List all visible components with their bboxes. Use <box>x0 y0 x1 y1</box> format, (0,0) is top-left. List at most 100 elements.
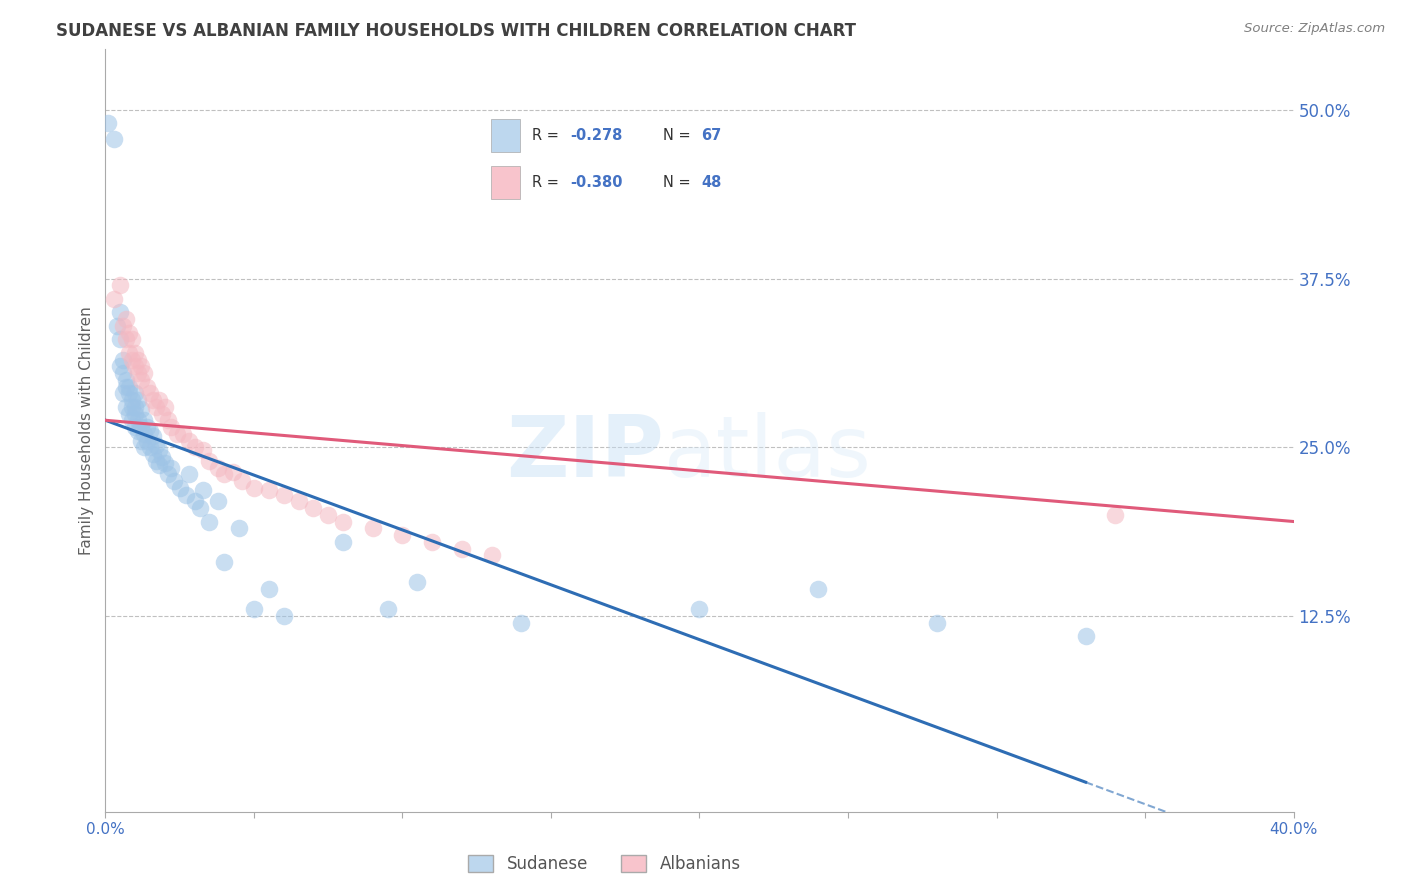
Point <box>124 407 146 421</box>
Text: atlas: atlas <box>664 412 872 495</box>
Point <box>198 515 221 529</box>
Text: Source: ZipAtlas.com: Source: ZipAtlas.com <box>1244 22 1385 36</box>
Point <box>118 379 141 393</box>
Point <box>156 413 179 427</box>
Point <box>139 440 162 454</box>
Point <box>129 402 152 417</box>
Point <box>332 534 354 549</box>
Point <box>103 132 125 146</box>
Point <box>129 420 152 434</box>
Point <box>124 359 146 374</box>
Point <box>145 437 167 451</box>
Point <box>214 555 236 569</box>
Point <box>118 407 141 421</box>
Point <box>166 426 188 441</box>
Point <box>169 481 191 495</box>
Point <box>124 400 146 414</box>
Point <box>148 442 170 457</box>
Point <box>127 413 149 427</box>
Point <box>302 501 325 516</box>
Point <box>115 312 138 326</box>
Point <box>174 487 197 501</box>
Point <box>127 366 149 380</box>
Point <box>110 359 132 374</box>
Point <box>97 116 120 130</box>
Point <box>132 413 155 427</box>
Point <box>193 483 215 498</box>
Point <box>420 534 443 549</box>
Point <box>121 392 143 407</box>
Point <box>127 352 149 367</box>
Point <box>115 373 138 387</box>
Point <box>156 467 179 482</box>
Point <box>110 332 132 346</box>
Point <box>136 420 159 434</box>
Point <box>1104 508 1126 522</box>
Point <box>406 575 429 590</box>
Point <box>198 454 221 468</box>
Point <box>139 386 162 401</box>
Point <box>110 305 132 319</box>
Point <box>115 332 138 346</box>
Point <box>112 318 135 333</box>
Point <box>112 366 135 380</box>
Point <box>124 345 146 359</box>
Point <box>105 318 128 333</box>
Point <box>145 400 167 414</box>
Point <box>153 400 176 414</box>
Point <box>124 420 146 434</box>
Point <box>139 424 162 438</box>
Point <box>132 426 155 441</box>
Point <box>121 400 143 414</box>
Point <box>121 352 143 367</box>
Point <box>273 487 295 501</box>
Point <box>142 429 165 443</box>
Point <box>287 494 309 508</box>
Point <box>148 392 170 407</box>
Point <box>115 400 138 414</box>
Text: ZIP: ZIP <box>506 412 664 495</box>
Point <box>243 481 266 495</box>
Point <box>243 602 266 616</box>
Point <box>214 467 236 482</box>
Point <box>689 602 711 616</box>
Point <box>129 359 152 374</box>
Point <box>145 454 167 468</box>
Point <box>136 379 159 393</box>
Point <box>159 420 181 434</box>
Point <box>207 460 229 475</box>
Point <box>190 501 212 516</box>
Y-axis label: Family Households with Children: Family Households with Children <box>79 306 94 555</box>
Point <box>1074 629 1097 643</box>
Point <box>193 442 215 457</box>
Point <box>150 450 173 464</box>
Point <box>148 458 170 472</box>
Point <box>183 494 205 508</box>
Point <box>450 541 472 556</box>
Point <box>129 373 152 387</box>
Point <box>510 615 533 630</box>
Point <box>207 494 229 508</box>
Point <box>222 465 245 479</box>
Point <box>142 392 165 407</box>
Point <box>183 440 205 454</box>
Point <box>172 426 194 441</box>
Point <box>332 515 354 529</box>
Point <box>127 392 149 407</box>
Point <box>177 434 200 448</box>
Point <box>118 345 141 359</box>
Point <box>273 609 295 624</box>
Point <box>124 386 146 401</box>
Text: SUDANESE VS ALBANIAN FAMILY HOUSEHOLDS WITH CHILDREN CORRELATION CHART: SUDANESE VS ALBANIAN FAMILY HOUSEHOLDS W… <box>56 22 856 40</box>
Point <box>118 326 141 340</box>
Point <box>228 521 250 535</box>
Point <box>118 386 141 401</box>
Point <box>257 483 280 498</box>
Point <box>112 352 135 367</box>
Point <box>316 508 339 522</box>
Point <box>231 474 253 488</box>
Point <box>132 366 155 380</box>
Point <box>481 548 503 562</box>
Point <box>110 278 132 293</box>
Point <box>927 615 949 630</box>
